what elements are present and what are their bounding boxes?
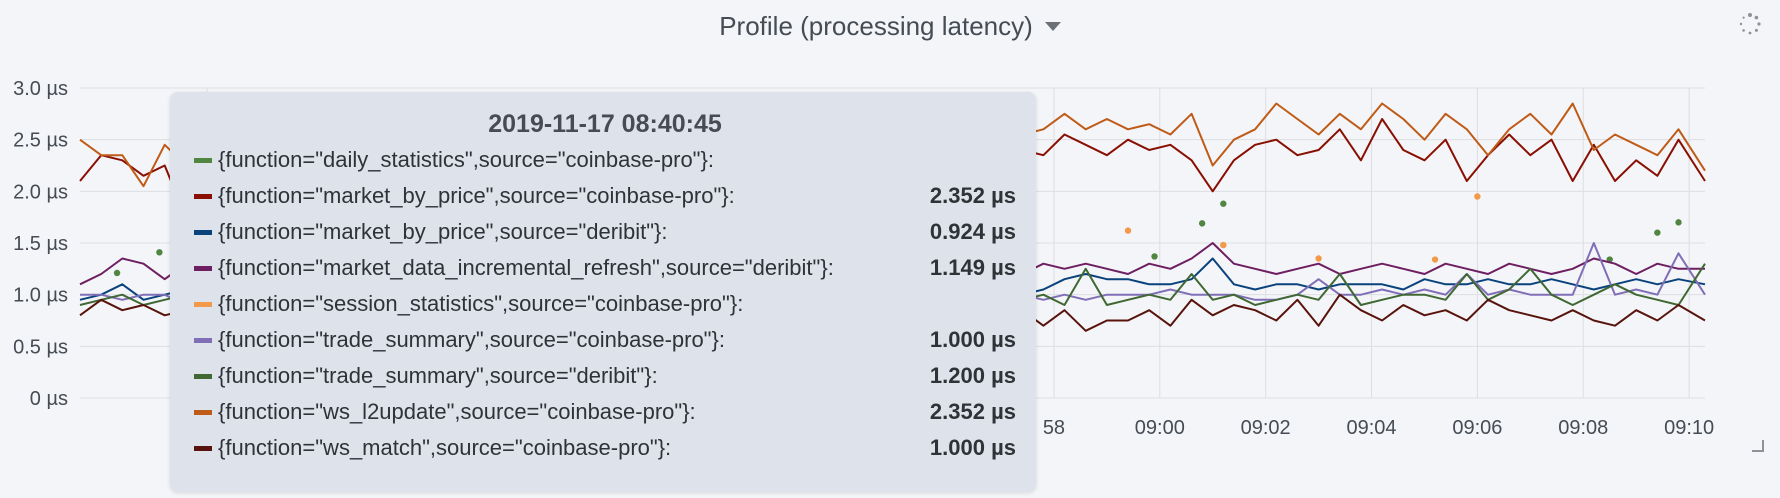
panel-title-menu[interactable]: Profile (processing latency) (719, 11, 1061, 42)
tooltip-row: {function="ws_match",source="coinbase-pr… (194, 430, 1016, 466)
tooltip-series-label: {function="ws_l2update",source="coinbase… (218, 399, 696, 424)
tooltip-series-label: {function="trade_summary",source="coinba… (218, 327, 725, 352)
series-color-swatch (194, 373, 212, 379)
tooltip-row: {function="trade_summary",source="coinba… (194, 322, 1016, 358)
y-tick-label: 0.5 µs (13, 336, 68, 358)
series-color-swatch (194, 409, 212, 415)
x-tick-label: 09:02 (1241, 417, 1291, 439)
y-tick-label: 2.0 µs (13, 181, 68, 203)
tooltip-series-label: {function="daily_statistics",source="coi… (218, 147, 714, 172)
x-tick-label: 09:04 (1346, 417, 1396, 439)
x-tick-label: 09:10 (1664, 417, 1714, 439)
y-tick-label: 1.5 µs (13, 233, 68, 255)
tooltip-series-value: 1.000 µs (929, 327, 1016, 352)
series-point (1220, 200, 1227, 207)
x-tick-label: 09:00 (1135, 417, 1185, 439)
series-point (1654, 229, 1661, 236)
series-point (1124, 227, 1132, 234)
series-color-swatch (194, 157, 212, 163)
x-tick-label: 09:08 (1558, 417, 1608, 439)
tooltip-row: {function="daily_statistics",source="coi… (194, 142, 1016, 178)
series-point (113, 269, 121, 277)
series-color-swatch (194, 265, 212, 271)
series-point (1151, 253, 1158, 260)
tooltip-series-value: 2.352 µs (929, 183, 1016, 208)
tooltip-row: {function="market_by_price",source="deri… (194, 214, 1016, 250)
series-point (1315, 255, 1322, 262)
tooltip-series-value: 1.149 µs (929, 255, 1016, 280)
tooltip-row: {function="session_statistics",source="c… (194, 286, 1016, 322)
panel-title: Profile (processing latency) (719, 10, 1033, 41)
series-point (1220, 241, 1227, 249)
hover-tooltip: 2019-11-17 08:40:45 {function="daily_sta… (170, 92, 1036, 492)
y-tick-label: 0 µs (30, 388, 68, 410)
panel-header: Profile (processing latency) (0, 8, 1780, 44)
series-color-swatch (194, 445, 212, 451)
series-point (1675, 219, 1682, 226)
resize-handle[interactable] (1752, 440, 1764, 452)
tooltip-series-label: {function="ws_match",source="coinbase-pr… (218, 435, 672, 460)
y-tick-label: 3.0 µs (13, 78, 68, 100)
tooltip-row: {function="trade_summary",source="deribi… (194, 358, 1016, 394)
tooltip-series-label: {function="trade_summary",source="deribi… (218, 363, 658, 388)
tooltip-series-label: {function="market_data_incremental_refre… (218, 255, 834, 280)
series-point (156, 249, 163, 256)
y-tick-label: 1.0 µs (13, 285, 68, 307)
series-color-swatch (194, 229, 212, 235)
series-color-swatch (194, 193, 212, 199)
series-point (1198, 220, 1206, 227)
series-color-swatch (194, 301, 212, 307)
x-tick-label: 58 (1043, 417, 1065, 439)
series-point (1474, 193, 1481, 200)
x-tick-label: 09:06 (1452, 417, 1502, 439)
tooltip-series-label: {function="market_by_price",source="coin… (218, 183, 735, 208)
tooltip-time: 2019-11-17 08:40:45 (488, 110, 722, 138)
tooltip-series-value: 2.352 µs (929, 399, 1016, 424)
y-tick-label: 2.5 µs (13, 130, 68, 152)
series-point (1431, 256, 1439, 263)
tooltip-series-value: 1.000 µs (929, 435, 1016, 460)
tooltip-series-label: {function="session_statistics",source="c… (218, 291, 744, 316)
tooltip-row: {function="ws_l2update",source="coinbase… (194, 394, 1016, 430)
tooltip-series-value: 1.200 µs (929, 363, 1016, 388)
chevron-down-icon (1044, 21, 1061, 31)
tooltip-series-value: 0.924 µs (929, 219, 1016, 244)
series-color-swatch (194, 337, 212, 343)
tooltip-row: {function="market_by_price",source="coin… (194, 178, 1016, 214)
tooltip-series-label: {function="market_by_price",source="deri… (218, 219, 668, 244)
tooltip-row: {function="market_data_incremental_refre… (194, 250, 1016, 286)
spinner-icon (1739, 13, 1761, 35)
